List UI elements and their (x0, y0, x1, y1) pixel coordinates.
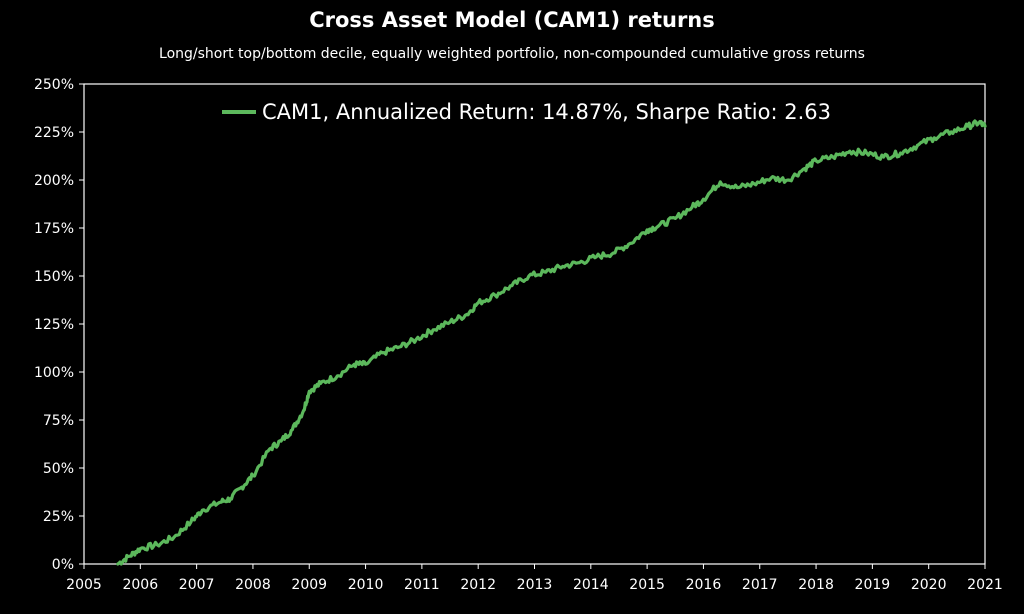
x-tick-label: 2005 (66, 577, 102, 593)
y-tick-label: 125% (34, 317, 74, 333)
x-tick-label: 2018 (798, 577, 834, 593)
y-tick-label: 50% (43, 461, 74, 477)
y-tick-label: 200% (34, 173, 74, 189)
y-tick-label: 75% (43, 413, 74, 429)
x-tick-label: 2019 (855, 577, 891, 593)
x-tick-label: 2014 (573, 577, 609, 593)
x-tick-label: 2012 (460, 577, 496, 593)
legend-label: CAM1, Annualized Return: 14.87%, Sharpe … (262, 100, 831, 124)
y-tick-label: 225% (34, 125, 74, 141)
y-tick-label: 25% (43, 509, 74, 525)
x-tick-label: 2013 (517, 577, 553, 593)
x-tick-label: 2015 (629, 577, 665, 593)
chart-title: Cross Asset Model (CAM1) returns (309, 8, 715, 32)
series-line-cam1 (116, 119, 987, 566)
x-tick-label: 2021 (967, 577, 1003, 593)
x-tick-label: 2006 (122, 577, 158, 593)
y-tick-label: 100% (34, 365, 74, 381)
y-tick-label: 250% (34, 77, 74, 93)
x-tick-label: 2020 (911, 577, 947, 593)
x-tick-label: 2017 (742, 577, 778, 593)
x-tick-label: 2007 (179, 577, 215, 593)
x-tick-label: 2010 (348, 577, 384, 593)
x-tick-label: 2008 (235, 577, 271, 593)
x-tick-label: 2011 (404, 577, 440, 593)
plot-area-border (83, 83, 986, 565)
x-tick-label: 2016 (686, 577, 722, 593)
y-tick-label: 175% (34, 221, 74, 237)
chart-subtitle: Long/short top/bottom decile, equally we… (159, 46, 865, 62)
y-tick-label: 0% (52, 557, 74, 573)
y-tick-label: 150% (34, 269, 74, 285)
x-tick-label: 2009 (291, 577, 327, 593)
